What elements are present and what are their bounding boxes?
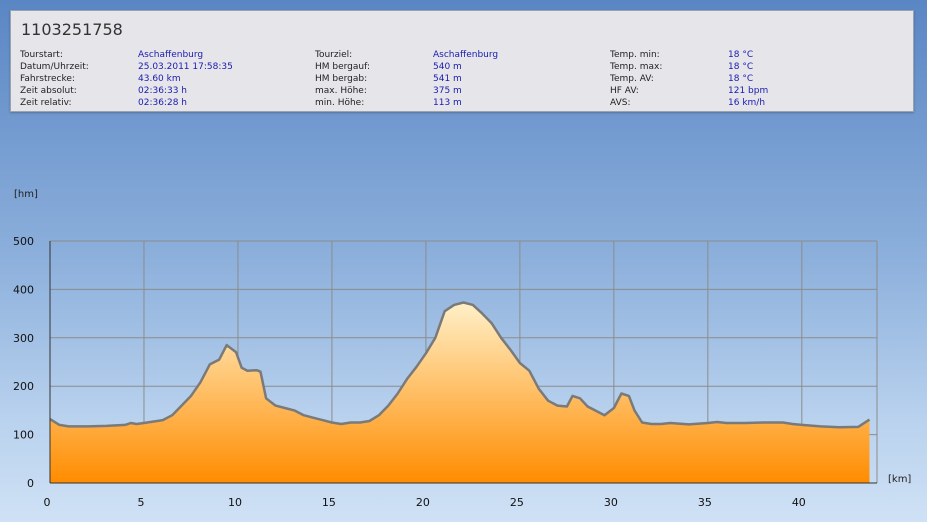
info-value: 18 °C xyxy=(728,74,754,84)
info-value: 18 °C xyxy=(728,62,754,72)
info-value: 16 km/h xyxy=(728,98,766,108)
info-value: 43.60 km xyxy=(138,74,181,84)
info-label: Zeit absolut: xyxy=(20,86,77,96)
info-value: 02:36:33 h xyxy=(138,86,187,96)
x-axis-label: [km] xyxy=(888,474,911,485)
info-value: Aschaffenburg xyxy=(433,50,499,60)
x-tick-label: 30 xyxy=(604,496,618,509)
tour-title: 1103251758 xyxy=(21,20,123,39)
elevation-line xyxy=(49,301,871,429)
y-tick-label: 500 xyxy=(13,235,34,248)
x-tick-label: 5 xyxy=(137,496,144,509)
info-label: min. Höhe: xyxy=(315,98,365,108)
info-label: HM bergauf: xyxy=(315,62,370,72)
y-tick-label: 0 xyxy=(27,477,34,490)
info-label: AVS: xyxy=(610,98,631,108)
chart-axes: 0 100 200 300 400 500 0 5 10 15 20 25 30 35 40 xyxy=(13,235,877,509)
info-label: Temp. max: xyxy=(610,62,663,72)
info-label: Zeit relativ: xyxy=(20,98,72,108)
y-tick-label: 100 xyxy=(13,429,34,442)
info-value: 113 m xyxy=(433,98,462,108)
x-tick-label: 20 xyxy=(416,496,430,509)
x-tick-label: 15 xyxy=(322,496,336,509)
info-label: Tourziel: xyxy=(315,50,353,60)
y-tick-label: 300 xyxy=(13,332,34,345)
info-value: 375 m xyxy=(433,86,462,96)
x-tick-label: 25 xyxy=(510,496,524,509)
x-tick-label: 35 xyxy=(698,496,712,509)
info-label: Fahrstrecke: xyxy=(20,74,75,84)
y-tick-label: 200 xyxy=(13,380,34,393)
info-label: HF AV: xyxy=(610,86,639,96)
info-value: 121 bpm xyxy=(728,86,769,96)
x-tick-label: 10 xyxy=(228,496,242,509)
elevation-area xyxy=(50,302,870,483)
info-label: max. Höhe: xyxy=(315,86,367,96)
info-label: Temp. AV: xyxy=(610,74,654,84)
info-label: Tourstart: xyxy=(20,50,63,60)
tour-info-panel: 1103251758 Tourstart: Aschaffenburg Datum/… xyxy=(10,10,914,112)
info-value: 541 m xyxy=(433,74,462,84)
y-tick-label: 400 xyxy=(13,283,34,296)
info-value: 25.03.2011 17:58:35 xyxy=(138,62,233,72)
info-label: Datum/Uhrzeit: xyxy=(20,62,89,72)
info-value: Aschaffenburg xyxy=(138,50,204,60)
info-label: Temp. min: xyxy=(610,50,660,60)
x-tick-label: 0 xyxy=(44,496,51,509)
info-value: 18 °C xyxy=(728,50,754,60)
info-value: 02:36:28 h xyxy=(138,98,187,108)
y-axis-label: [hm] xyxy=(14,189,38,200)
x-tick-label: 40 xyxy=(792,496,806,509)
info-value: 540 m xyxy=(433,62,462,72)
info-label: HM bergab: xyxy=(315,74,368,84)
